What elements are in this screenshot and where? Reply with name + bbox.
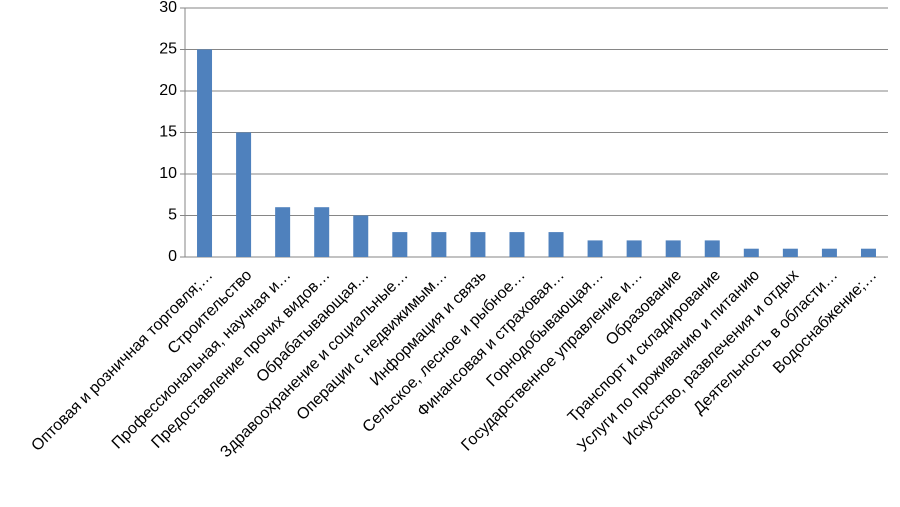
bar: [743, 248, 759, 257]
bar: [587, 240, 603, 257]
y-tick-label: 25: [159, 41, 177, 58]
bar: [314, 207, 330, 257]
bar: [665, 240, 681, 257]
y-tick-label: 20: [159, 82, 177, 99]
bar: [704, 240, 720, 257]
bar: [470, 232, 486, 257]
bar: [860, 248, 876, 257]
bar: [821, 248, 837, 257]
bar: [392, 232, 408, 257]
bar: [548, 232, 564, 257]
bar: [782, 248, 798, 257]
bar: [197, 49, 213, 257]
bar: [353, 215, 369, 257]
y-tick-label: 5: [168, 207, 177, 224]
y-tick-label: 10: [159, 165, 177, 182]
y-tick-label: 30: [159, 0, 177, 16]
bar: [236, 132, 252, 257]
y-tick-label: 0: [168, 248, 177, 265]
y-tick-label: 15: [159, 124, 177, 141]
bar: [275, 207, 291, 257]
bar: [626, 240, 642, 257]
bar: [431, 232, 447, 257]
bar: [509, 232, 525, 257]
